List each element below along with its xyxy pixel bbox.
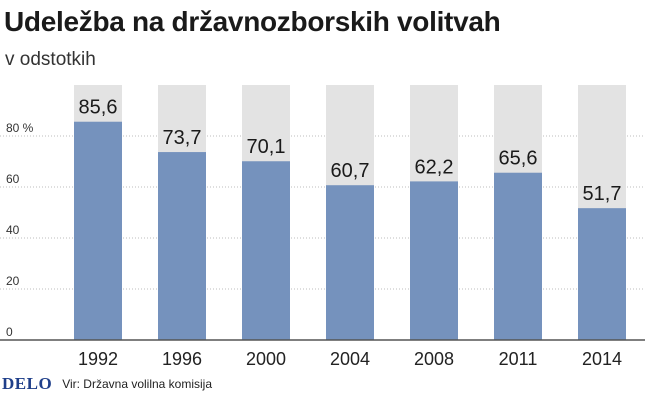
bar [158, 152, 206, 340]
y-tick-label: 80 % [6, 121, 34, 135]
y-tick-label: 60 [6, 172, 20, 186]
bar-value-label: 51,7 [583, 183, 622, 205]
y-tick-label: 40 [6, 223, 20, 237]
bar [74, 121, 122, 340]
bar-value-label: 73,7 [163, 127, 202, 149]
chart-subtitle: v odstotkih [5, 49, 96, 70]
bar [410, 181, 458, 340]
source-note: Vir: Državna volilna komisija [62, 377, 213, 391]
x-tick-label: 2011 [499, 349, 538, 369]
x-tick-label: 2008 [414, 349, 454, 369]
y-tick-label: 0 [6, 325, 13, 339]
x-tick-label: 1996 [162, 349, 202, 369]
bar [494, 172, 542, 340]
chart-title: Udeležba na državnozborskih volitvah [4, 6, 501, 37]
bar [326, 185, 374, 340]
x-tick-label: 2004 [330, 349, 370, 369]
x-tick-label: 2014 [582, 349, 622, 369]
bar [578, 208, 626, 340]
bar-value-label: 60,7 [331, 160, 370, 182]
x-tick-label: 2000 [246, 349, 286, 369]
bar-value-label: 70,1 [247, 136, 286, 158]
bar-value-label: 65,6 [499, 148, 538, 170]
delo-logo: DELO [2, 374, 53, 393]
footer: DELO Vir: Državna volilna komisija [2, 374, 212, 394]
bar-value-label: 62,2 [415, 156, 454, 178]
bar-value-label: 85,6 [79, 97, 118, 119]
x-tick-label: 1992 [78, 349, 118, 369]
bar [242, 161, 290, 340]
y-tick-label: 20 [6, 274, 20, 288]
